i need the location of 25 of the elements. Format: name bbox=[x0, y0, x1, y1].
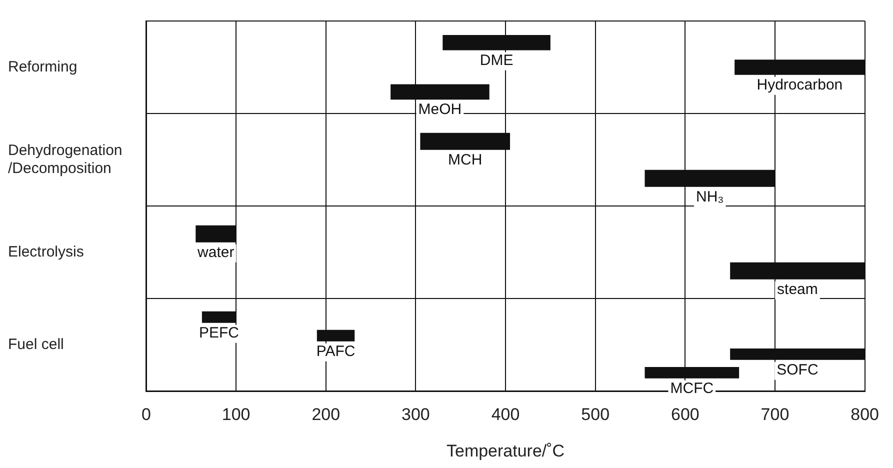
data-label: MeOH bbox=[418, 101, 462, 118]
data-label: PAFC bbox=[316, 343, 356, 360]
data-label: DME bbox=[480, 52, 514, 69]
x-tick-label: 800 bbox=[850, 405, 880, 424]
data-label: SOFC bbox=[776, 362, 818, 379]
y-tick-label: Electrolysis bbox=[8, 244, 84, 261]
x-tick-label: 400 bbox=[491, 405, 520, 424]
data-label: Hydrocarbon bbox=[756, 76, 843, 94]
x-tick-label: 600 bbox=[670, 405, 700, 424]
y-tick-label: Reforming bbox=[8, 58, 78, 76]
x-tick-label: 100 bbox=[222, 405, 250, 424]
data-label: PEFC bbox=[199, 324, 240, 342]
y-tick-label: Fuel cell bbox=[8, 336, 64, 354]
x-axis-title: Temperature/˚C bbox=[446, 441, 565, 460]
data-label: NH₃ bbox=[696, 188, 724, 206]
data-label: water bbox=[196, 244, 234, 262]
x-tick-label: 500 bbox=[581, 405, 610, 424]
y-tick-label: Dehydrogenation /Decomposition bbox=[8, 142, 122, 177]
x-tick-label: 0 bbox=[142, 405, 151, 424]
data-label: MCH bbox=[448, 151, 482, 168]
x-tick-label: 700 bbox=[760, 405, 790, 424]
data-label: MCFC bbox=[670, 380, 714, 398]
x-tick-label: 300 bbox=[402, 405, 430, 424]
x-tick-label: 200 bbox=[312, 405, 340, 424]
data-label: steam bbox=[777, 281, 818, 298]
